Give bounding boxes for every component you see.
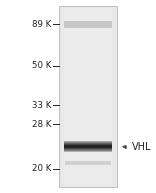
Bar — [64, 148, 112, 149]
Bar — [64, 149, 112, 150]
Bar — [64, 144, 112, 145]
Bar — [64, 21, 112, 27]
Bar — [64, 146, 112, 147]
Bar — [64, 145, 112, 146]
Text: VHL: VHL — [132, 142, 151, 152]
Bar — [64, 150, 112, 151]
Text: 28 K: 28 K — [32, 120, 51, 129]
Bar — [65, 161, 111, 166]
Bar — [64, 150, 112, 151]
Bar — [64, 151, 112, 152]
Bar — [64, 148, 112, 149]
Bar — [64, 8, 112, 185]
Bar — [64, 147, 112, 148]
Bar — [59, 6, 117, 187]
Text: 89 K: 89 K — [32, 20, 51, 29]
Bar — [64, 147, 112, 148]
Bar — [64, 142, 112, 143]
Text: 50 K: 50 K — [32, 61, 51, 70]
Bar — [64, 143, 112, 144]
Text: 33 K: 33 K — [32, 101, 51, 110]
Bar — [64, 143, 112, 144]
Bar — [64, 141, 112, 142]
Bar — [64, 141, 112, 142]
Text: 20 K: 20 K — [32, 164, 51, 173]
